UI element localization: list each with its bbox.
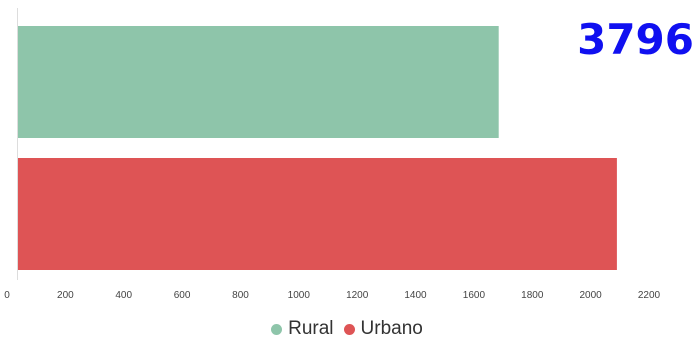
x-tick-label: 2200 [638,290,661,301]
x-tick-label: 1400 [404,290,427,301]
x-tick-label: 1000 [288,290,311,301]
chart-legend: Rural Urbano [0,318,694,340]
x-axis: 0 200 400 600 800 1000 1200 1400 1600 1800 2000 220… [4,8,661,301]
x-tick-label: 400 [115,290,132,301]
x-tick-label: 600 [174,290,191,301]
legend-dot-rural [271,323,283,335]
x-tick-label: 0 [4,290,10,301]
legend-item-rural[interactable]: Rural [271,318,334,340]
bar-rural[interactable] [18,26,499,138]
bar-urbano[interactable] [18,158,617,270]
x-tick-label: 800 [232,290,249,301]
legend-item-urbano[interactable]: Urbano [343,318,423,340]
x-tick-label: 1800 [521,290,544,301]
legend-dot-urbano [343,323,355,335]
total-value: 3796 [577,15,694,64]
x-tick-label: 1200 [346,290,369,301]
legend-label-urbano: Urbano [360,318,423,339]
bars-group [18,26,617,270]
x-tick-label: 2000 [579,290,602,301]
legend-label-rural: Rural [288,318,334,339]
x-tick-label: 200 [57,290,74,301]
x-tick-label: 1600 [463,290,486,301]
